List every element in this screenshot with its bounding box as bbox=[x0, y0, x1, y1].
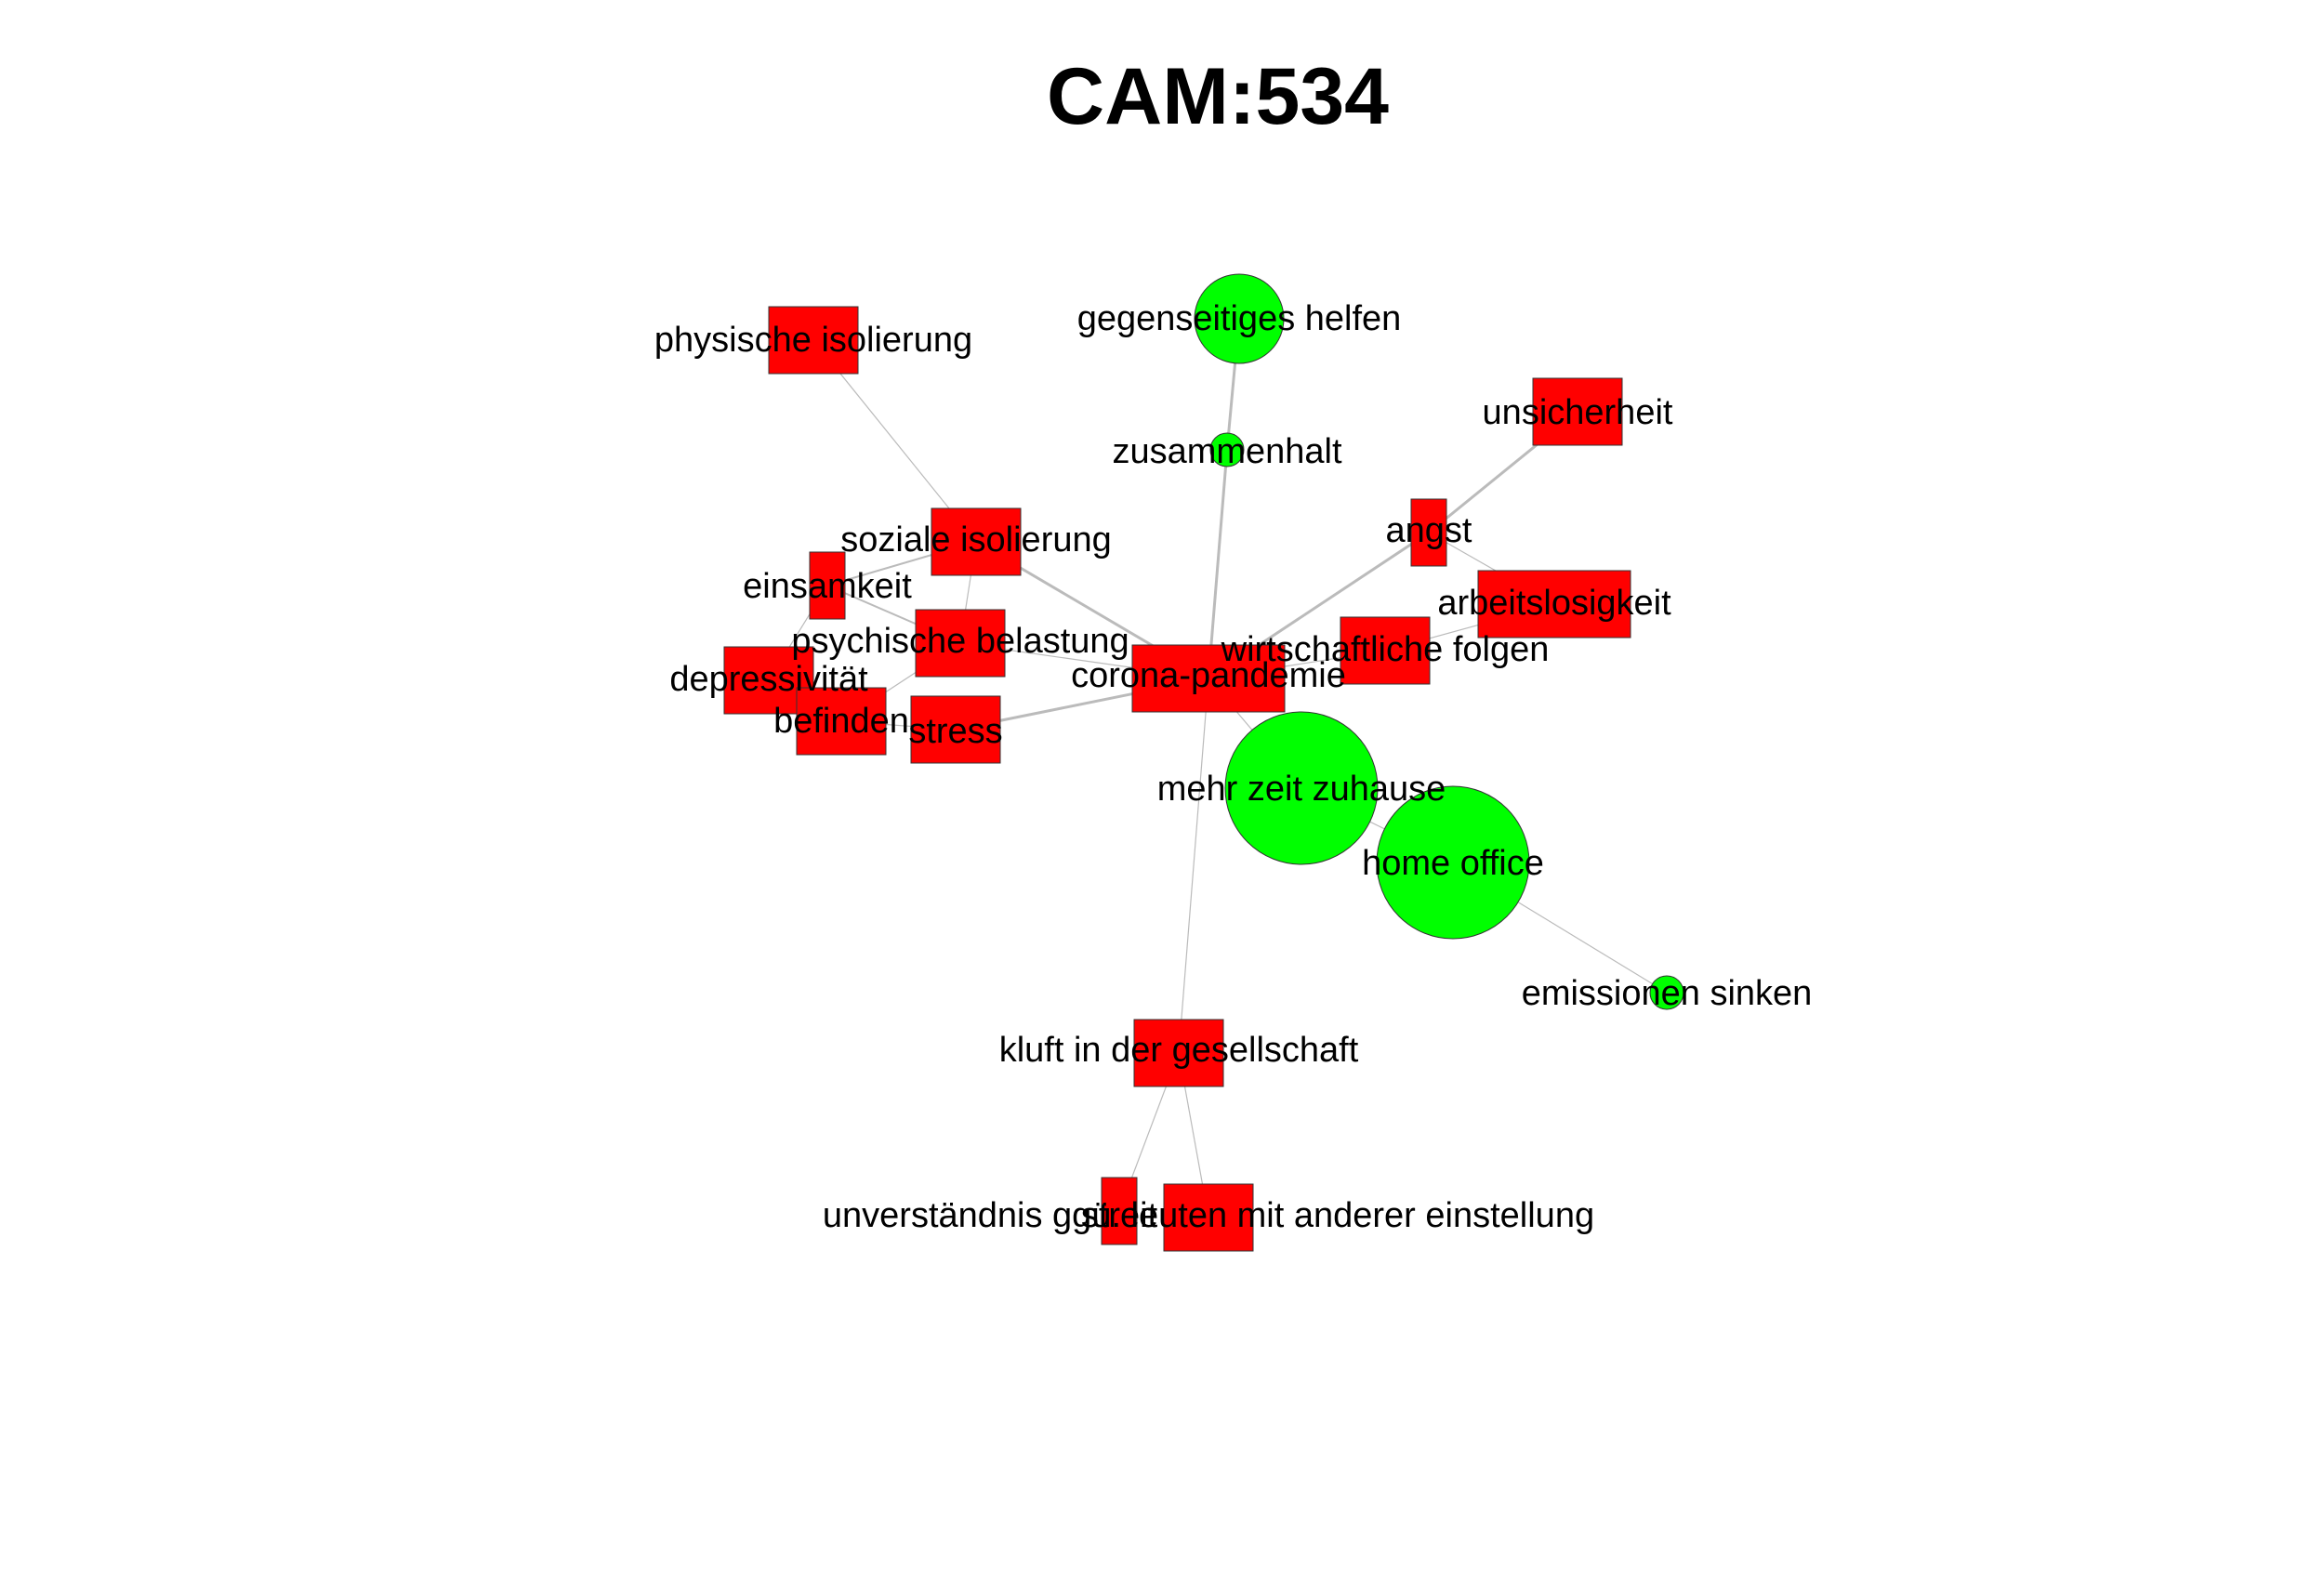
node-soziale_isolierung bbox=[931, 507, 1022, 576]
diagram-title: CAM:534 bbox=[1047, 52, 1389, 141]
node-label-soziale_isolierung: soziale isolierung bbox=[840, 520, 1112, 560]
node-label-physische_isolierung: physische isolierung bbox=[654, 321, 972, 360]
node-kluft bbox=[1133, 1019, 1224, 1087]
node-label-psychische_belastung: psychische belastung bbox=[791, 622, 1129, 661]
node-corona_pandemie bbox=[1131, 644, 1286, 713]
node-label-corona_pandemie: corona-pandemie bbox=[1071, 656, 1346, 695]
node-gegenseitiges_helfen bbox=[1194, 273, 1285, 364]
node-label-gegenseitiges_helfen: gegenseitiges helfen bbox=[1077, 299, 1402, 338]
node-stress bbox=[910, 695, 1001, 764]
node-label-mehr_zeit_zuhause: mehr zeit zuhause bbox=[1157, 770, 1446, 809]
node-befinden bbox=[796, 687, 887, 756]
node-label-kluft: kluft in der gesellschaft bbox=[999, 1031, 1359, 1070]
node-unverstaendnis bbox=[1163, 1183, 1254, 1252]
node-wirtschaftliche_folgen bbox=[1340, 616, 1431, 685]
node-label-zusammenhalt: zusammenhalt bbox=[1112, 432, 1342, 471]
node-label-depressivitaet: depressivität bbox=[669, 660, 868, 699]
node-unsicherheit bbox=[1532, 377, 1623, 446]
node-einsamkeit bbox=[809, 551, 846, 620]
node-angst bbox=[1410, 498, 1447, 567]
node-label-stress: stress bbox=[908, 712, 1002, 751]
node-label-arbeitslosigkeit: arbeitslosigkeit bbox=[1437, 584, 1671, 623]
node-streit bbox=[1101, 1177, 1138, 1245]
label-layer: physische isolierung gegenseitiges helfen… bbox=[654, 299, 1812, 1235]
node-home_office bbox=[1376, 785, 1530, 940]
node-psychische_belastung bbox=[915, 609, 1006, 678]
node-label-befinden: befinden bbox=[773, 702, 909, 741]
node-layer bbox=[723, 273, 1684, 1252]
node-label-home_office: home office bbox=[1362, 844, 1544, 883]
node-physische_isolierung bbox=[768, 306, 859, 375]
node-arbeitslosigkeit bbox=[1477, 570, 1631, 639]
node-label-emissionen_sinken: emissionen sinken bbox=[1522, 974, 1813, 1013]
node-label-unsicherheit: unsicherheit bbox=[1483, 393, 1673, 432]
node-label-streit: streit bbox=[1081, 1196, 1158, 1235]
edge-corona_pandemie-kluft bbox=[1178, 678, 1209, 1054]
node-emissionen_sinken bbox=[1649, 975, 1684, 1010]
node-label-angst: angst bbox=[1386, 511, 1472, 550]
node-label-einsamkeit: einsamkeit bbox=[743, 567, 912, 606]
node-label-unverstaendnis: unverständnis ggü. leuten mit anderer ei… bbox=[823, 1196, 1594, 1235]
node-mehr_zeit_zuhause bbox=[1224, 711, 1379, 865]
node-zusammenhalt bbox=[1209, 432, 1245, 467]
edge-zusammenhalt-corona_pandemie bbox=[1207, 449, 1229, 679]
node-label-wirtschaftliche_folgen: wirtschaftliche folgen bbox=[1221, 630, 1550, 669]
